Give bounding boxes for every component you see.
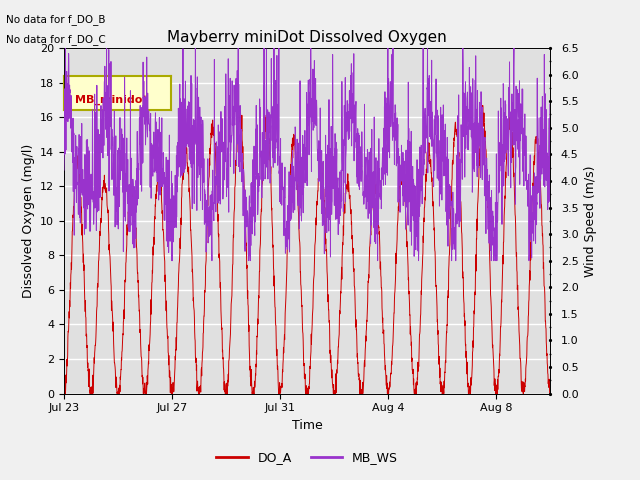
Y-axis label: Dissolved Oxygen (mg/l): Dissolved Oxygen (mg/l): [22, 144, 35, 298]
Text: No data for f_DO_C: No data for f_DO_C: [6, 34, 106, 45]
Title: Mayberry miniDot Dissolved Oxygen: Mayberry miniDot Dissolved Oxygen: [167, 30, 447, 46]
Y-axis label: Wind Speed (m/s): Wind Speed (m/s): [584, 165, 597, 276]
Legend: DO_A, MB_WS: DO_A, MB_WS: [211, 446, 403, 469]
X-axis label: Time: Time: [292, 419, 323, 432]
Text: No data for f_DO_B: No data for f_DO_B: [6, 14, 106, 25]
